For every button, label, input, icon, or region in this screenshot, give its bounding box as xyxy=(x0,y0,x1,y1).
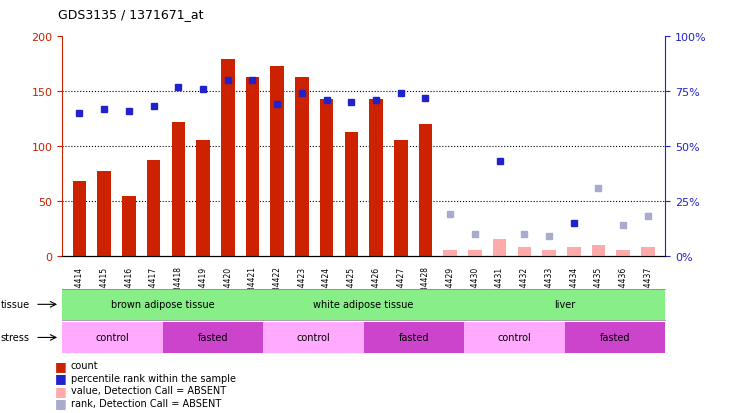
Text: control: control xyxy=(96,332,129,343)
Bar xyxy=(295,78,308,256)
Text: brown adipose tissue: brown adipose tissue xyxy=(111,299,214,310)
Text: white adipose tissue: white adipose tissue xyxy=(314,299,414,310)
Text: count: count xyxy=(71,361,99,370)
Text: GDS3135 / 1371671_at: GDS3135 / 1371671_at xyxy=(58,8,204,21)
Bar xyxy=(319,100,333,256)
Text: fasted: fasted xyxy=(398,332,429,343)
Text: control: control xyxy=(498,332,531,343)
Bar xyxy=(518,247,531,256)
Text: ■: ■ xyxy=(55,371,67,385)
Bar xyxy=(394,141,408,256)
Bar xyxy=(616,251,630,256)
Bar xyxy=(147,161,160,256)
Text: ■: ■ xyxy=(55,384,67,397)
Bar xyxy=(246,78,260,256)
Bar xyxy=(591,245,605,256)
Bar xyxy=(97,172,111,256)
Bar xyxy=(122,197,136,256)
Bar xyxy=(172,123,185,256)
Text: fasted: fasted xyxy=(197,332,228,343)
Text: control: control xyxy=(297,332,330,343)
Text: fasted: fasted xyxy=(599,332,630,343)
Text: ■: ■ xyxy=(55,359,67,372)
Bar xyxy=(196,141,210,256)
Bar xyxy=(419,125,432,256)
Bar xyxy=(542,251,556,256)
Bar xyxy=(641,247,655,256)
Text: value, Detection Call = ABSENT: value, Detection Call = ABSENT xyxy=(71,385,226,395)
Bar xyxy=(567,247,580,256)
Text: ■: ■ xyxy=(55,396,67,409)
Text: percentile rank within the sample: percentile rank within the sample xyxy=(71,373,236,383)
Text: stress: stress xyxy=(1,332,30,343)
Bar xyxy=(344,133,358,256)
Bar xyxy=(72,182,86,256)
Bar xyxy=(493,240,507,256)
Bar xyxy=(369,100,383,256)
Text: liver: liver xyxy=(554,299,575,310)
Bar xyxy=(221,60,235,256)
Bar xyxy=(444,251,457,256)
Bar xyxy=(270,67,284,256)
Text: rank, Detection Call = ABSENT: rank, Detection Call = ABSENT xyxy=(71,398,221,408)
Bar xyxy=(468,251,482,256)
Text: tissue: tissue xyxy=(1,299,30,310)
